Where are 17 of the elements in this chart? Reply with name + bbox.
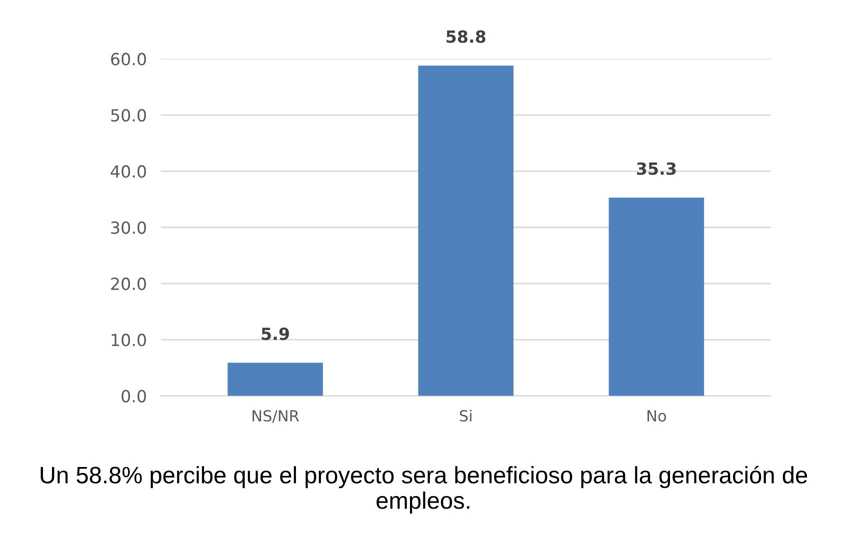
data-label: 35.3 <box>636 162 676 175</box>
text: Un 58.8% percibe que el proyecto sera beneficioso para la generación de empleos. <box>40 466 808 514</box>
x-tick-label: Si <box>460 410 472 422</box>
y-tick-label: 60.0 <box>111 52 146 66</box>
x-tick-label: NS/NR <box>252 410 299 423</box>
y-tick-label: 20.0 <box>111 278 146 290</box>
bar <box>228 362 323 396</box>
y-tick-label: 0.0 <box>122 390 146 402</box>
y-tick-label: 50.0 <box>111 108 146 122</box>
y-tick-label: 10.0 <box>112 334 146 346</box>
bar <box>418 66 514 396</box>
y-tick-label: 40.0 <box>110 165 146 178</box>
x-tick-label: No <box>648 410 666 422</box>
y-tick-label: 30.0 <box>111 221 146 234</box>
data-label: 58.8 <box>446 30 486 43</box>
bar <box>608 198 704 396</box>
data-label: 5.9 <box>262 327 289 340</box>
